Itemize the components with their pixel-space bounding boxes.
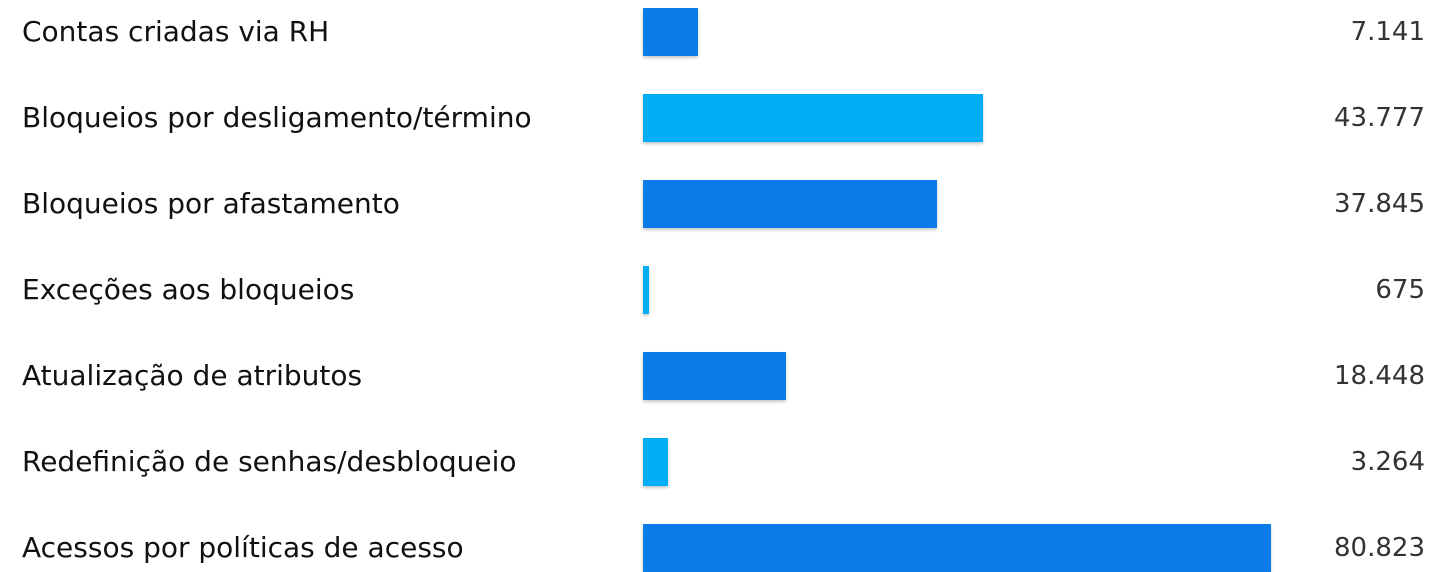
bar [643,438,669,486]
category-label: Exceções aos bloqueios [22,273,355,306]
category-label: Atualização de atributos [22,359,363,392]
bar [643,180,938,228]
bar [643,524,1271,572]
category-label: Bloqueios por desligamento/término [22,101,532,134]
category-label: Bloqueios por afastamento [22,187,400,220]
bar [643,8,699,56]
category-label: Acessos por políticas de acesso [22,531,464,564]
value-label: 7.141 [1350,17,1425,47]
bar [643,94,984,142]
bar [643,352,787,400]
category-label: Contas criadas via RH [22,15,330,48]
value-label: 3.264 [1350,447,1425,477]
value-label: 675 [1375,275,1425,305]
value-label: 43.777 [1334,103,1425,133]
value-label: 18.448 [1334,361,1425,391]
value-label: 37.845 [1334,189,1425,219]
value-label: 80.823 [1334,533,1425,563]
category-label: Redefinição de senhas/desbloqueio [22,445,517,478]
bar [643,266,649,314]
